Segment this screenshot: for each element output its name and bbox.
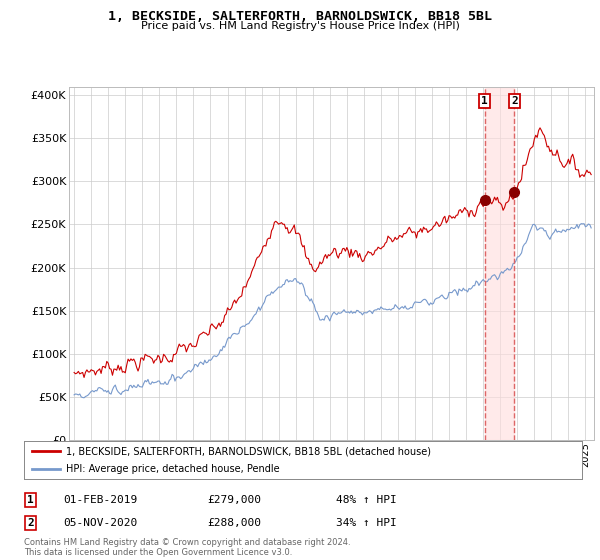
Text: 05-NOV-2020: 05-NOV-2020 [63,518,137,528]
Text: 48% ↑ HPI: 48% ↑ HPI [336,495,397,505]
Bar [485,87,514,440]
Text: 2: 2 [27,518,34,528]
Text: 01-FEB-2019: 01-FEB-2019 [63,495,137,505]
Text: Contains HM Land Registry data © Crown copyright and database right 2024.
This d: Contains HM Land Registry data © Crown c… [24,538,350,557]
Text: 1, BECKSIDE, SALTERFORTH, BARNOLDSWICK, BB18 5BL: 1, BECKSIDE, SALTERFORTH, BARNOLDSWICK, … [108,10,492,23]
Text: 2: 2 [511,96,518,106]
Text: HPI: Average price, detached house, Pendle: HPI: Average price, detached house, Pend… [66,464,280,474]
Text: 1, BECKSIDE, SALTERFORTH, BARNOLDSWICK, BB18 5BL (detached house): 1, BECKSIDE, SALTERFORTH, BARNOLDSWICK, … [66,446,431,456]
Text: £288,000: £288,000 [207,518,261,528]
Text: 1: 1 [27,495,34,505]
Text: £279,000: £279,000 [207,495,261,505]
Text: 34% ↑ HPI: 34% ↑ HPI [336,518,397,528]
Text: Price paid vs. HM Land Registry's House Price Index (HPI): Price paid vs. HM Land Registry's House … [140,21,460,31]
Text: 1: 1 [481,96,488,106]
